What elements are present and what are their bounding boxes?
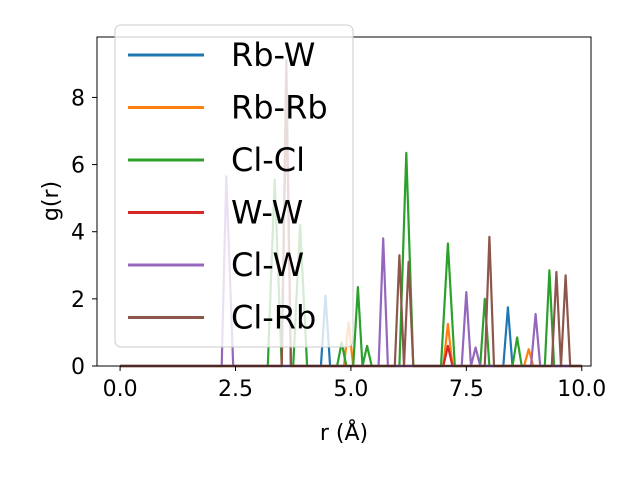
y-tick-label: 8 [71, 86, 85, 111]
legend-label: W-W [231, 194, 303, 232]
x-axis-title: r (Å) [320, 419, 368, 446]
x-axis: 0.0 2.5 5.0 7.5 10.0 [103, 366, 606, 402]
x-tick-label: 10.0 [557, 377, 606, 402]
y-tick-label: 6 [71, 154, 85, 179]
legend-label: Cl-Rb [231, 299, 316, 337]
y-axis: 0 2 4 6 8 [71, 86, 97, 380]
x-tick-label: 0.0 [103, 377, 138, 402]
x-tick-label: 7.5 [449, 377, 484, 402]
legend-label: Cl-W [231, 246, 304, 284]
legend: Rb-W Rb-Rb Cl-Cl W-W Cl-W Cl-Rb [114, 24, 354, 348]
x-tick-label: 2.5 [218, 377, 253, 402]
legend-label: Cl-Cl [231, 141, 305, 179]
legend-label: Rb-Rb [231, 89, 328, 127]
y-axis-title: g(r) [39, 181, 64, 221]
y-tick-label: 4 [71, 221, 85, 246]
x-tick-label: 5.0 [333, 377, 368, 402]
legend-label: Rb-W [231, 36, 315, 74]
y-tick-label: 0 [71, 355, 85, 380]
y-tick-label: 2 [71, 288, 85, 313]
